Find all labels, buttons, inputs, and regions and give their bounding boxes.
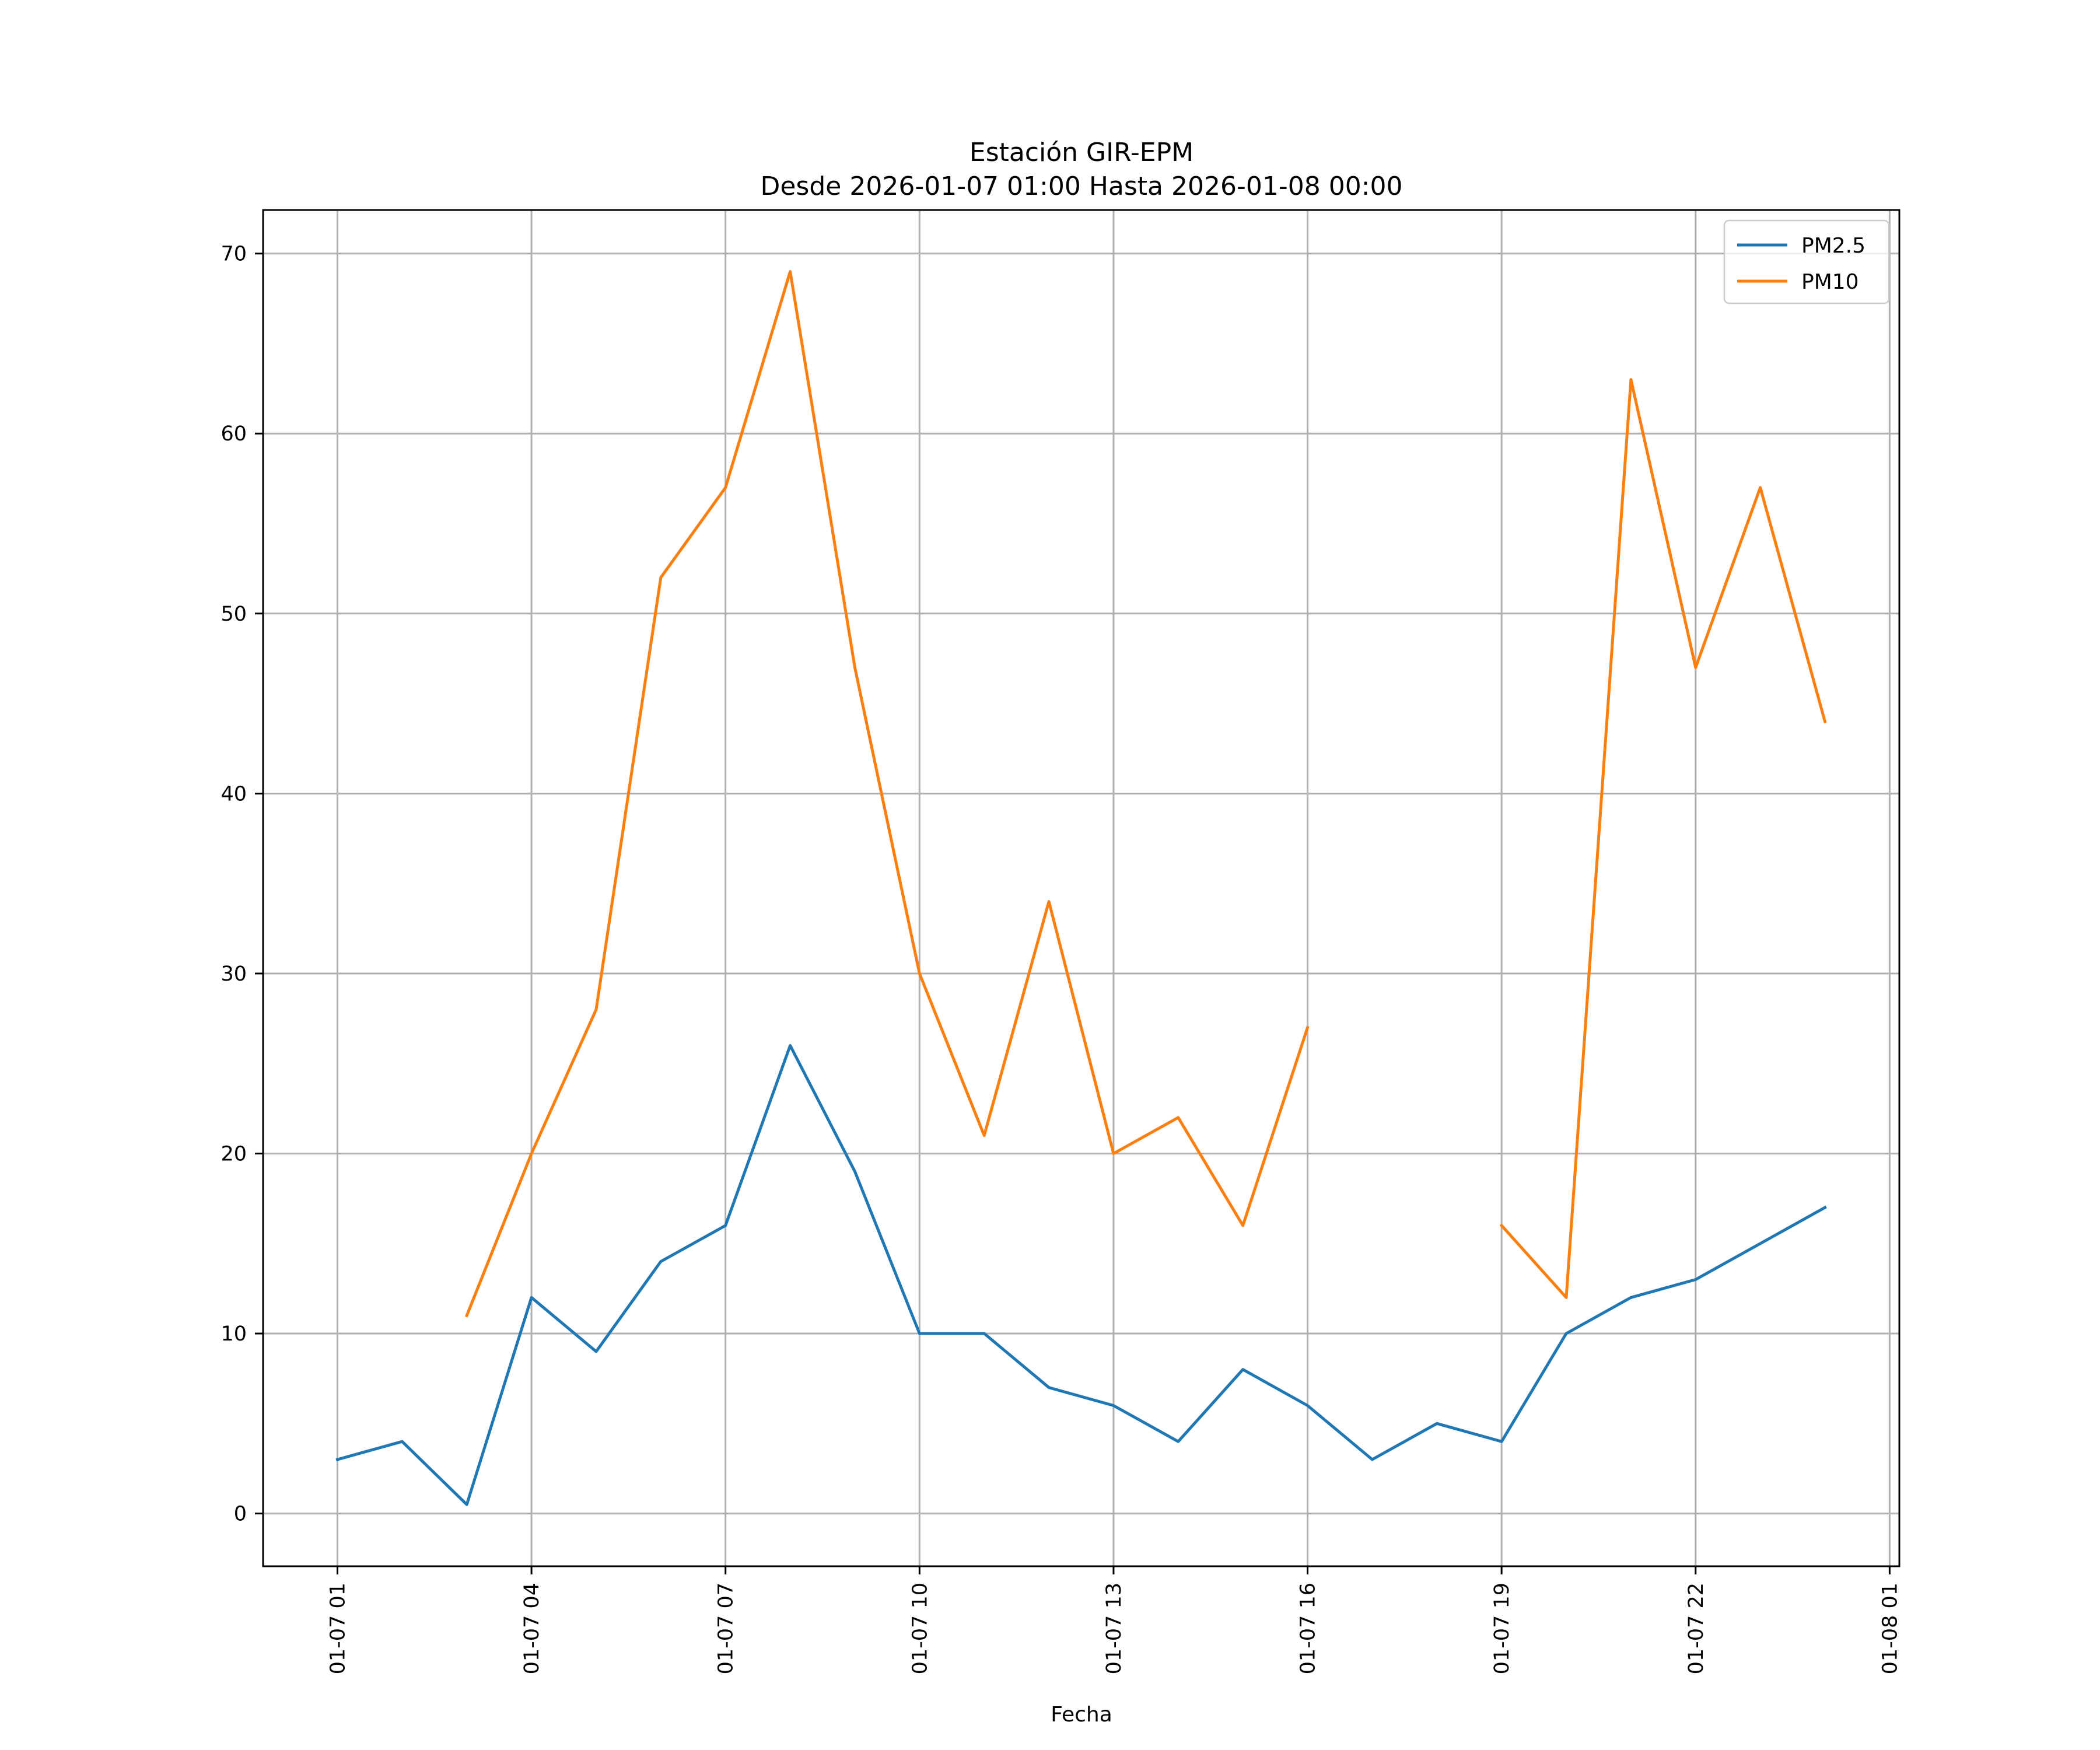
series-line-pm10 [1499, 378, 1827, 1299]
y-tick-label: 40 [220, 782, 247, 806]
legend-label: PM2.5 [1801, 234, 1866, 258]
y-tick-label: 20 [220, 1142, 247, 1166]
y-tick-label: 50 [220, 603, 247, 626]
x-tick-label: 01-07 07 [715, 1583, 738, 1674]
x-tick-label: 01-07 22 [1685, 1583, 1708, 1674]
chart-subtitle: Desde 2026-01-07 01:00 Hasta 2026-01-08 … [760, 172, 1402, 201]
x-tick-label: 01-07 04 [520, 1583, 544, 1674]
legend: PM2.5 PM10 [1723, 219, 1890, 304]
x-tick-label: 01-07 19 [1490, 1583, 1514, 1674]
y-tick-label: 30 [220, 963, 247, 986]
plot-lines [335, 270, 1827, 1506]
x-tick-label: 01-08 01 [1878, 1583, 1902, 1674]
legend-label: PM10 [1801, 270, 1859, 294]
x-tick-label: 01-07 16 [1297, 1583, 1320, 1674]
axis-ticks: 01-07 01 01-07 04 01-07 07 01-07 10 01-07 13… [220, 243, 1902, 1675]
x-axis-label: Fecha [1051, 1703, 1112, 1727]
x-tick-label: 01-07 13 [1102, 1583, 1126, 1674]
y-tick-label: 10 [220, 1322, 247, 1346]
plot-frame [262, 209, 1901, 1567]
y-tick-label: 70 [220, 243, 247, 266]
y-tick-label: 0 [234, 1503, 247, 1526]
grid [263, 210, 1899, 1566]
series-line-pm10 [464, 270, 1310, 1318]
chart-title: Estación GIR-EPM [970, 138, 1194, 167]
y-tick-label: 60 [220, 422, 247, 446]
x-tick-label: 01-07 01 [327, 1583, 350, 1674]
x-tick-label: 01-07 10 [908, 1583, 932, 1674]
series-line-pm25 [335, 1044, 1827, 1506]
